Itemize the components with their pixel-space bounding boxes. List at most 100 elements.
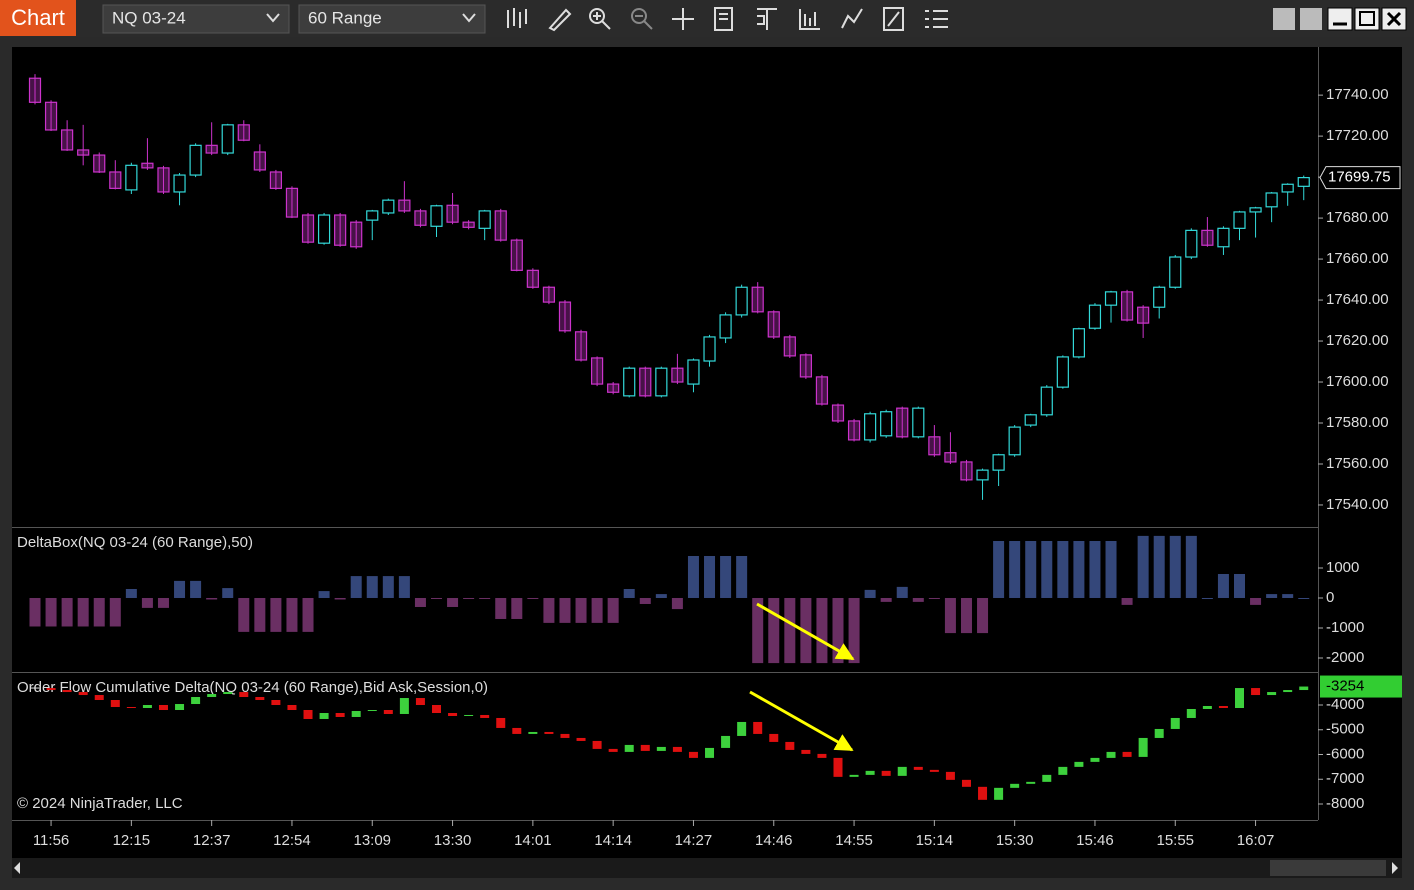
delta-bar — [206, 597, 218, 600]
delta-bar — [414, 597, 426, 607]
delta-candle — [1074, 761, 1084, 767]
delta-bar — [687, 555, 699, 598]
delta-bar — [109, 597, 121, 627]
delta-bar — [61, 597, 73, 627]
candle-body — [1201, 229, 1214, 246]
candle-body — [703, 336, 716, 362]
close-glyph — [1386, 11, 1402, 27]
delta-candle — [705, 747, 715, 758]
delta-candle — [303, 710, 313, 719]
delta-candle — [142, 705, 152, 708]
candle-body — [1153, 286, 1166, 308]
bars-icon[interactable] — [507, 8, 527, 28]
instrument-select[interactable] — [102, 4, 290, 34]
draw-icon[interactable] — [548, 8, 572, 32]
delta-bar — [270, 597, 282, 632]
delta-candle — [1138, 737, 1148, 757]
y-tick-label: -4000 — [1326, 696, 1364, 713]
delta-candle — [158, 705, 168, 711]
delta-candle — [881, 770, 891, 776]
minimize-button[interactable] — [1327, 7, 1353, 31]
delta-candle — [255, 697, 265, 701]
delta-bar — [655, 594, 667, 598]
candle-body — [655, 367, 668, 397]
strategy-icon[interactable] — [841, 8, 863, 29]
last-value-tag — [1320, 675, 1402, 698]
delta-bar — [29, 597, 41, 627]
y-tick-label: 17660.00 — [1326, 250, 1389, 267]
delta-bar — [1009, 540, 1021, 598]
copyright: © 2024 NinjaTrader, LLC — [17, 795, 183, 812]
delta-bar — [479, 597, 491, 599]
candle-body — [510, 239, 523, 271]
candle-body — [783, 336, 796, 357]
candle-body — [1249, 207, 1262, 213]
delta-candle — [608, 748, 618, 752]
delta-candle — [415, 698, 425, 706]
delta-bar — [495, 597, 507, 619]
delta-candle — [239, 692, 249, 698]
chart-tab[interactable] — [0, 0, 76, 36]
menu-icon[interactable] — [925, 10, 948, 28]
delta-candle — [126, 707, 136, 709]
delta-bar — [912, 597, 924, 602]
crosshair-icon[interactable] — [672, 8, 694, 30]
candle-body — [944, 452, 957, 463]
delta-candle — [592, 740, 602, 749]
delta-candle — [448, 712, 458, 716]
delta-candle — [945, 771, 955, 780]
delta-bar — [238, 597, 250, 632]
last-value-tag — [1319, 166, 1401, 190]
candle-body — [205, 144, 218, 154]
delta-candle — [865, 770, 875, 775]
candle-body — [1281, 183, 1294, 193]
x-tick-label: 15:14 — [916, 832, 954, 849]
candle-body — [237, 124, 250, 141]
candle-body — [173, 174, 186, 193]
zoom-in-icon[interactable] — [589, 8, 605, 24]
properties-icon[interactable] — [757, 8, 777, 30]
x-tick-label: 14:55 — [835, 832, 873, 849]
candle-body — [301, 214, 315, 243]
candle-body — [558, 301, 572, 332]
candle-body — [1088, 304, 1102, 329]
candle-body — [590, 357, 604, 385]
delta-bar — [736, 555, 748, 598]
delta-candle — [929, 769, 939, 772]
scrollbar-thumb[interactable] — [1270, 860, 1386, 876]
delta-candle — [1122, 751, 1132, 757]
delta-bar — [607, 597, 619, 623]
candle-body — [1008, 426, 1021, 456]
delta-candle — [512, 727, 522, 734]
candle-body — [61, 129, 74, 151]
templates-icon[interactable] — [883, 7, 904, 31]
delta-bar — [1234, 573, 1245, 598]
delta-candle — [624, 744, 634, 752]
candle-body — [735, 286, 748, 316]
interval-select[interactable] — [298, 4, 486, 34]
candle-body — [1297, 177, 1310, 187]
delta-candle — [1251, 688, 1261, 696]
scrollbar[interactable] — [12, 858, 1402, 878]
indicators-icon[interactable] — [799, 9, 820, 30]
delta-candle — [961, 779, 971, 787]
delta-bar — [896, 586, 908, 598]
y-tick-label: 0 — [1326, 589, 1334, 606]
delta-candle — [175, 704, 185, 711]
candle-body — [671, 367, 684, 383]
candle-body — [767, 311, 780, 338]
delta-bar — [848, 597, 860, 664]
zoom-out-icon[interactable] — [631, 8, 647, 24]
delta-candle — [480, 714, 490, 718]
delta-candle — [1186, 708, 1196, 718]
data-box-icon[interactable] — [714, 7, 733, 31]
window-button[interactable] — [1273, 8, 1295, 30]
candle-body — [574, 331, 588, 361]
window-button[interactable] — [1300, 8, 1322, 30]
candle-body — [77, 149, 90, 156]
candle-body — [896, 407, 909, 438]
candle-body — [687, 359, 700, 385]
delta-candle — [1154, 728, 1164, 738]
delta-bar — [784, 597, 796, 664]
